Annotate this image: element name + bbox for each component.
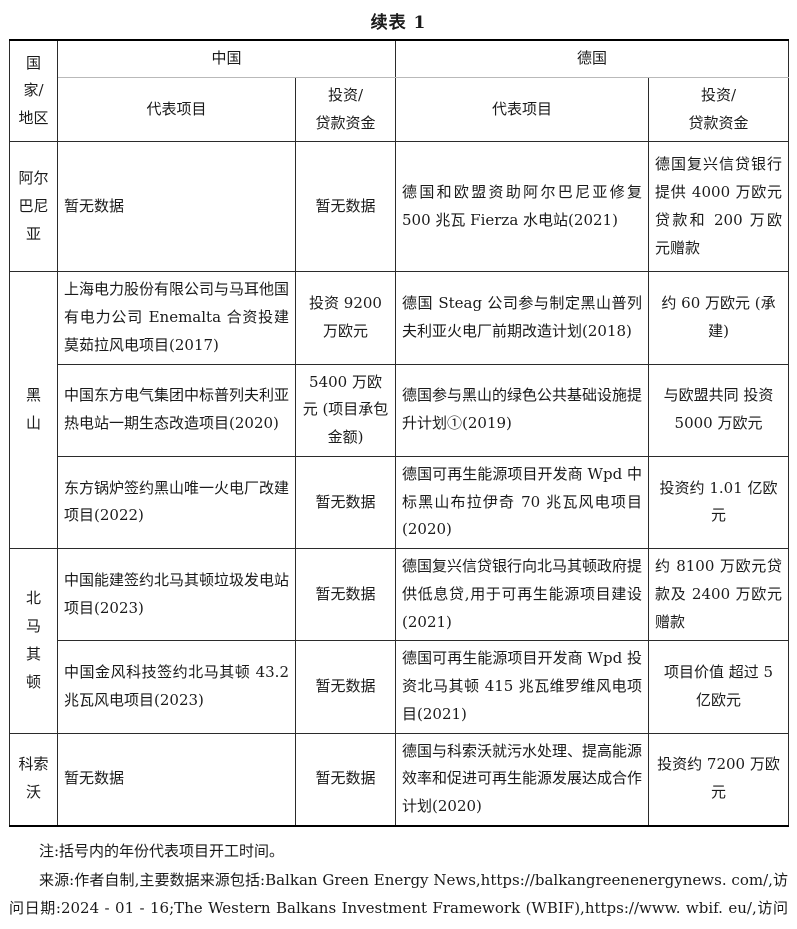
header-china: 中国 [56, 39, 397, 78]
cell-de-project: 德国和欧盟资助阿尔巴尼亚修复 500 兆瓦 Fierza 水电站(2021) [395, 141, 650, 273]
cell-de-investment: 德国复兴信贷银行提供 4000 万欧元贷款和 200 万欧元赠款 [648, 141, 790, 273]
cell-cn-investment: 暂无数据 [294, 640, 397, 734]
country-label-north-macedonia: 北 马 其 顿 [9, 548, 58, 734]
cell-cn-investment: 5400 万欧元 (项目承包 金额) [294, 363, 397, 457]
cell-cn-project: 暂无数据 [57, 732, 296, 827]
header-country-region: 国家/ 地区 [9, 39, 58, 143]
cell-de-project: 德国参与黑山的绿色公共基础设施提升计划①(2019) [395, 363, 650, 457]
cell-cn-project: 上海电力股份有限公司与马耳他国有电力公司 Enemalta 合资投建莫茹拉风电项… [57, 271, 296, 365]
table-row: 中国东方电气集团中标普列夫利亚热电站一期生态改造项目(2020) 5400 万欧… [10, 363, 790, 457]
cell-de-investment: 投资约 7200 万欧元 [648, 732, 790, 827]
cell-de-investment: 项目价值 超过 5 亿欧元 [648, 640, 790, 734]
table-row: 黑 山 上海电力股份有限公司与马耳他国有电力公司 Enemalta 合资投建莫茹… [9, 271, 790, 549]
table-header: 国家/ 地区 中国 德国 代表项目 投资/ 贷款资金 代表项目 投资/ 贷款资金 [9, 39, 790, 143]
header-germany-investment: 投资/ 贷款资金 [648, 76, 790, 143]
source-line: 来源:作者自制,主要数据来源包括:Balkan Green Energy New… [9, 870, 788, 929]
cell-de-project: 德国可再生能源项目开发商 Wpd 中标黑山布拉伊奇 70 兆瓦风电项目(2020… [395, 455, 650, 550]
cell-cn-investment: 暂无数据 [294, 732, 397, 827]
cell-de-project: 德国可再生能源项目开发商 Wpd 投资北马其顿 415 兆瓦维罗维风电项目(20… [395, 640, 650, 734]
table-row: 东方锅炉签约黑山唯一火电厂改建项目(2022) 暂无数据 德国可再生能源项目开发… [10, 455, 790, 550]
cell-de-project: 德国复兴信贷银行向北马其顿政府提供低息贷,用于可再生能源项目建设(2021) [395, 547, 650, 642]
comparison-table: 国家/ 地区 中国 德国 代表项目 投资/ 贷款资金 代表项目 投资/ 贷款资金… [9, 39, 790, 827]
cell-de-investment: 与欧盟共同 投资 5000 万欧元 [648, 363, 790, 457]
table-footnotes: 注:括号内的年份代表项目开工时间。 来源:作者自制,主要数据来源包括:Balka… [9, 837, 788, 929]
header-china-project: 代表项目 [57, 76, 296, 143]
cell-de-investment: 约 8100 万欧元贷款及 2400 万欧元赠款 [648, 547, 790, 642]
header-germany: 德国 [395, 39, 790, 78]
cell-cn-project: 中国金风科技签约北马其顿 43.2 兆瓦风电项目(2023) [57, 640, 296, 734]
cell-de-investment: 投资约 1.01 亿欧元 [648, 455, 790, 550]
table-row: 科索 沃 暂无数据 暂无数据 德国与科索沃就污水处理、提高能源效率和促进可再生能… [9, 732, 790, 827]
country-label-kosovo: 科索 沃 [9, 732, 58, 827]
table-row: 阿尔 巴尼 亚 暂无数据 暂无数据 德国和欧盟资助阿尔巴尼亚修复 500 兆瓦 … [9, 141, 790, 273]
cell-cn-investment: 暂无数据 [294, 455, 397, 550]
cell-de-project: 德国 Steag 公司参与制定黑山普列夫利亚火电厂前期改造计划(2018) [395, 271, 650, 365]
cell-de-project: 德国与科索沃就污水处理、提高能源效率和促进可再生能源发展达成合作计划(2020) [395, 732, 650, 827]
country-label-albania: 阿尔 巴尼 亚 [9, 141, 58, 273]
cell-cn-project: 暂无数据 [57, 141, 296, 273]
cell-cn-investment: 暂无数据 [294, 547, 397, 642]
header-germany-project: 代表项目 [395, 76, 650, 143]
table-row: 北 马 其 顿 中国能建签约北马其顿垃圾发电站项目(2023) 暂无数据 德国复… [9, 547, 790, 734]
country-label-montenegro: 黑 山 [9, 271, 58, 549]
note-line: 注:括号内的年份代表项目开工时间。 [39, 841, 285, 860]
cell-cn-investment: 暂无数据 [294, 141, 397, 273]
cell-cn-investment: 投资 9200 万欧元 [294, 271, 397, 365]
table-row: 中国金风科技签约北马其顿 43.2 兆瓦风电项目(2023) 暂无数据 德国可再… [10, 640, 790, 734]
cell-cn-project: 东方锅炉签约黑山唯一火电厂改建项目(2022) [57, 455, 296, 550]
cell-cn-project: 中国能建签约北马其顿垃圾发电站项目(2023) [57, 547, 296, 642]
cell-de-investment: 约 60 万欧元 (承建) [648, 271, 790, 365]
cell-cn-project: 中国东方电气集团中标普列夫利亚热电站一期生态改造项目(2020) [57, 363, 296, 457]
table-title: 续表 1 [370, 13, 427, 33]
header-china-investment: 投资/ 贷款资金 [294, 76, 397, 143]
